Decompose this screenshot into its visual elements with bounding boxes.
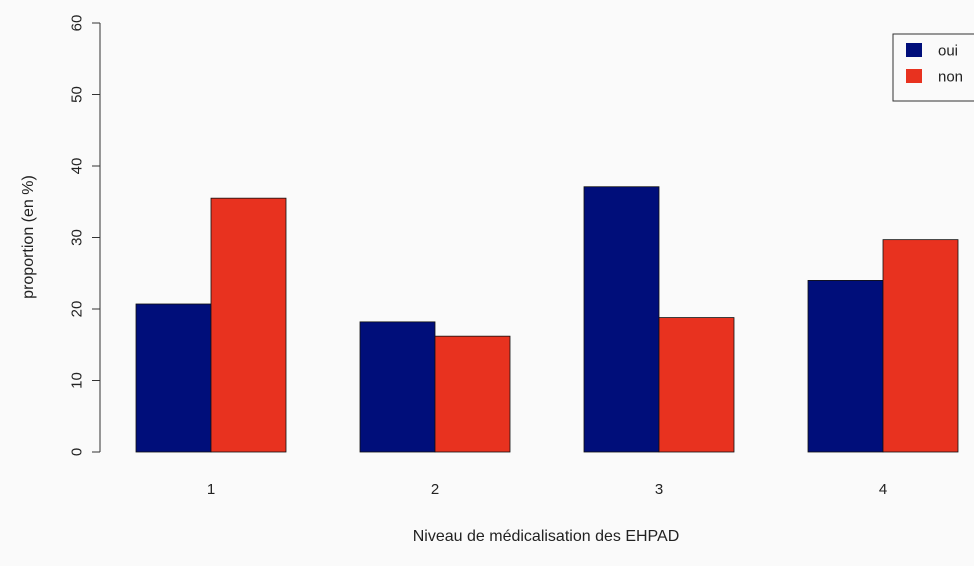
bar-oui-4 [807,279,884,453]
y-tick-label: 30 [68,229,85,246]
x-tick-label: 2 [431,481,439,498]
y-axis-title: proportion (en %) [20,175,37,299]
x-tick-label: 4 [879,481,887,498]
bar-oui-3 [583,186,660,453]
legend-box [892,33,974,102]
x-axis-ticks: 1 2 3 4 [207,481,887,498]
legend-label-oui: oui [938,42,958,59]
bar-non-1 [210,197,287,453]
y-tick-label: 50 [68,86,85,103]
legend: oui non [892,33,974,102]
bar-oui-1 [135,303,212,453]
bar-non-2 [434,335,511,453]
legend-swatch-oui [906,43,922,57]
y-tick-label: 10 [68,372,85,389]
y-tick-label: 0 [68,448,85,456]
y-tick-label: 20 [68,301,85,318]
legend-label-non: non [938,68,963,85]
y-tick-label: 60 [68,15,85,32]
bar-oui-2 [359,321,436,453]
x-tick-label: 1 [207,481,215,498]
legend-swatch-non [906,69,922,83]
bar-non-4 [882,239,959,453]
bar-non-3 [658,317,735,453]
x-axis-title: Niveau de médicalisation des EHPAD [413,528,680,545]
y-axis: 0 10 20 30 40 50 60 [68,15,101,456]
y-tick-label: 40 [68,158,85,175]
x-tick-label: 3 [655,481,663,498]
bars-group [135,186,959,453]
